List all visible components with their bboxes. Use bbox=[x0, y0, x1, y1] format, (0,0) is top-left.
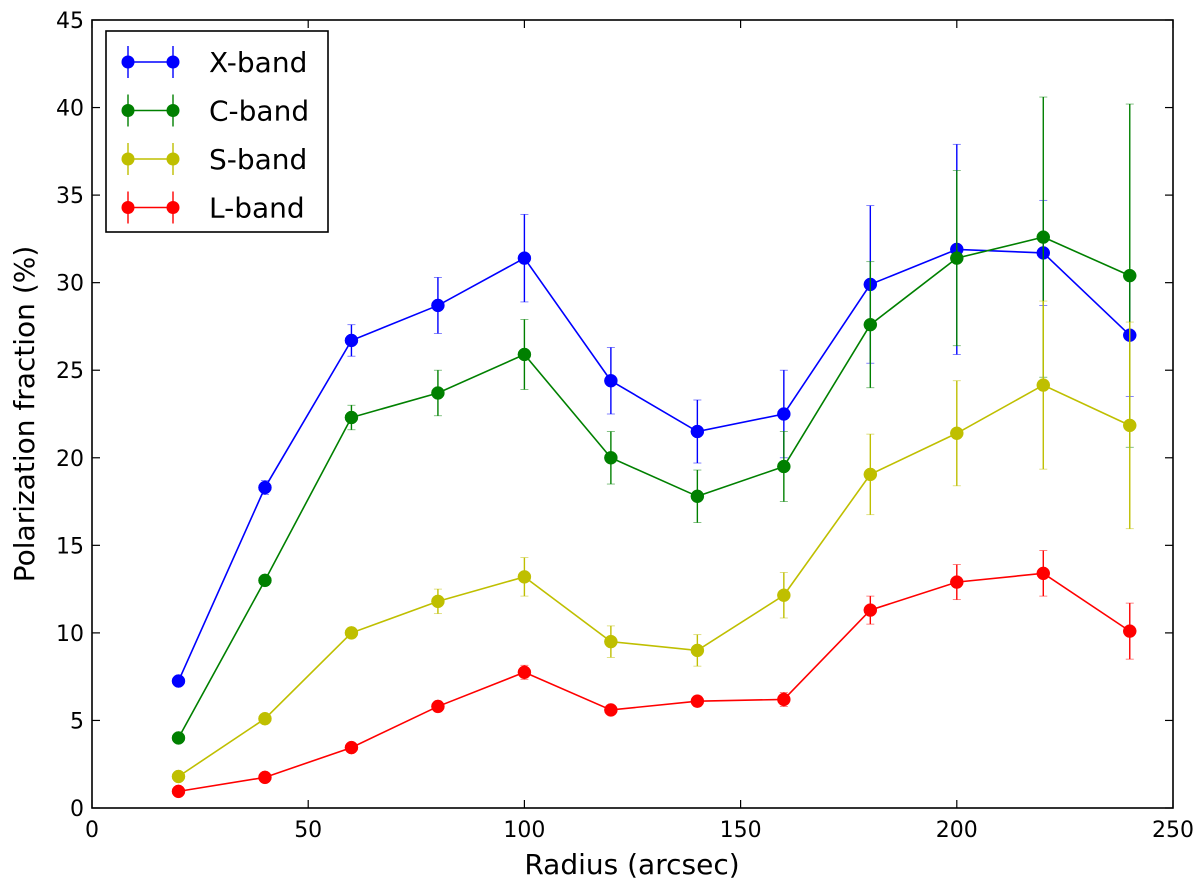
data-point bbox=[1123, 624, 1137, 638]
data-point bbox=[1123, 268, 1137, 283]
data-point bbox=[517, 251, 532, 265]
y-axis-label: Polarization fraction (%) bbox=[8, 246, 41, 583]
data-point bbox=[171, 674, 186, 688]
legend-entry-c-band: C-band bbox=[121, 94, 309, 128]
data-point bbox=[604, 451, 618, 465]
legend-entry-l-band: L-band bbox=[121, 191, 305, 225]
data-point bbox=[258, 480, 272, 495]
data-point bbox=[1036, 378, 1051, 392]
plot-frame bbox=[91, 19, 1174, 809]
x-tick-label: 100 bbox=[503, 818, 545, 843]
series-line bbox=[178, 384, 1131, 778]
y-tick-label: 15 bbox=[56, 534, 84, 559]
data-point bbox=[258, 711, 272, 726]
data-point bbox=[604, 634, 618, 649]
legend-label: X-band bbox=[209, 46, 307, 79]
data-point bbox=[517, 347, 532, 362]
legend-label: C-band bbox=[209, 95, 309, 128]
data-point bbox=[431, 386, 445, 400]
y-tick-label: 35 bbox=[56, 184, 84, 209]
data-point bbox=[517, 570, 532, 584]
data-point bbox=[604, 373, 618, 388]
legend-marker bbox=[166, 152, 180, 166]
data-point bbox=[777, 407, 791, 421]
y-tick-label: 20 bbox=[56, 447, 84, 472]
data-point bbox=[344, 333, 359, 348]
legend-entry-s-band: S-band bbox=[121, 143, 307, 176]
axis-ticks: 0 50 100 150 200 250 0 5 10 15 20 25 30 35 40 45 bbox=[56, 9, 1194, 843]
legend-marker bbox=[166, 55, 180, 69]
data-point bbox=[777, 588, 791, 602]
data-point bbox=[1036, 230, 1051, 244]
y-tick-label: 5 bbox=[70, 709, 84, 734]
legend-marker bbox=[121, 152, 135, 166]
legend-box bbox=[105, 30, 329, 233]
data-point bbox=[863, 603, 878, 617]
y-tick-label: 10 bbox=[56, 622, 84, 647]
data-point bbox=[344, 410, 359, 425]
data-point bbox=[863, 317, 878, 332]
legend-label: S-band bbox=[209, 143, 307, 176]
data-point bbox=[1123, 418, 1137, 433]
legend-marker bbox=[121, 55, 135, 69]
y-tick-label: 0 bbox=[70, 797, 84, 822]
data-point bbox=[171, 731, 186, 745]
x-tick-label: 250 bbox=[1152, 818, 1194, 843]
data-point bbox=[690, 694, 705, 708]
data-point bbox=[258, 770, 272, 785]
data-point bbox=[344, 626, 359, 640]
series-s-band bbox=[171, 300, 1137, 784]
legend-marker bbox=[121, 201, 135, 214]
data-point bbox=[863, 467, 878, 482]
data-point bbox=[517, 665, 532, 680]
series-l-band bbox=[171, 550, 1137, 799]
data-point bbox=[344, 740, 359, 755]
data-point bbox=[950, 251, 964, 265]
series-line bbox=[177, 236, 1131, 739]
data-point bbox=[431, 298, 445, 313]
x-tick-label: 200 bbox=[936, 818, 978, 843]
plot-area bbox=[171, 96, 1137, 799]
y-tick-label: 40 bbox=[56, 97, 84, 122]
legend: X-band C-band S-band L-band bbox=[105, 30, 329, 233]
data-point bbox=[431, 699, 445, 714]
legend-marker bbox=[121, 104, 135, 117]
data-point bbox=[690, 424, 705, 439]
series-line bbox=[178, 572, 1131, 793]
series-line bbox=[177, 248, 1131, 682]
data-point bbox=[604, 703, 618, 717]
data-point bbox=[258, 573, 272, 588]
legend-marker bbox=[166, 104, 180, 117]
data-point bbox=[690, 643, 705, 658]
data-point bbox=[171, 769, 186, 784]
x-tick-label: 50 bbox=[294, 818, 322, 843]
x-tick-label: 150 bbox=[720, 818, 762, 843]
y-tick-label: 25 bbox=[56, 359, 84, 384]
series-c-band bbox=[171, 96, 1137, 745]
data-point bbox=[777, 692, 791, 707]
data-point bbox=[690, 489, 705, 504]
legend-marker bbox=[166, 201, 180, 214]
data-point bbox=[431, 594, 445, 609]
x-axis-label: Radius (arcsec) bbox=[524, 848, 739, 881]
data-point bbox=[1036, 566, 1051, 581]
x-tick-label: 0 bbox=[85, 818, 99, 843]
y-tick-label: 45 bbox=[56, 9, 84, 34]
legend-label: L-band bbox=[209, 192, 305, 225]
data-point bbox=[950, 575, 964, 589]
data-point bbox=[171, 784, 186, 799]
data-point bbox=[950, 426, 964, 441]
legend-entry-x-band: X-band bbox=[121, 46, 307, 79]
data-point bbox=[777, 459, 791, 474]
y-tick-label: 30 bbox=[56, 272, 84, 297]
